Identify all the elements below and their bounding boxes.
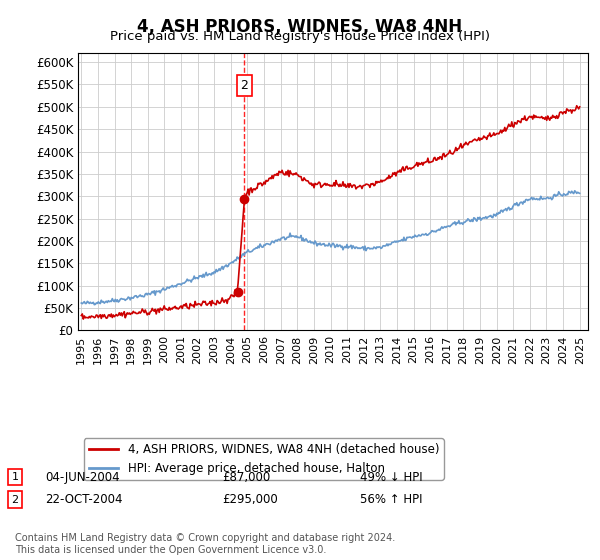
- Legend: 4, ASH PRIORS, WIDNES, WA8 4NH (detached house), HPI: Average price, detached ho: 4, ASH PRIORS, WIDNES, WA8 4NH (detached…: [84, 438, 444, 480]
- Text: Contains HM Land Registry data © Crown copyright and database right 2024.
This d: Contains HM Land Registry data © Crown c…: [15, 533, 395, 555]
- Text: £87,000: £87,000: [222, 470, 270, 484]
- Text: 56% ↑ HPI: 56% ↑ HPI: [360, 493, 422, 506]
- Text: Price paid vs. HM Land Registry's House Price Index (HPI): Price paid vs. HM Land Registry's House …: [110, 30, 490, 43]
- Text: £295,000: £295,000: [222, 493, 278, 506]
- Text: 22-OCT-2004: 22-OCT-2004: [45, 493, 122, 506]
- Text: 49% ↓ HPI: 49% ↓ HPI: [360, 470, 422, 484]
- Text: 2: 2: [241, 79, 248, 92]
- Text: 4, ASH PRIORS, WIDNES, WA8 4NH: 4, ASH PRIORS, WIDNES, WA8 4NH: [137, 18, 463, 36]
- Text: 04-JUN-2004: 04-JUN-2004: [45, 470, 119, 484]
- Text: 1: 1: [11, 472, 19, 482]
- Text: 2: 2: [11, 494, 19, 505]
